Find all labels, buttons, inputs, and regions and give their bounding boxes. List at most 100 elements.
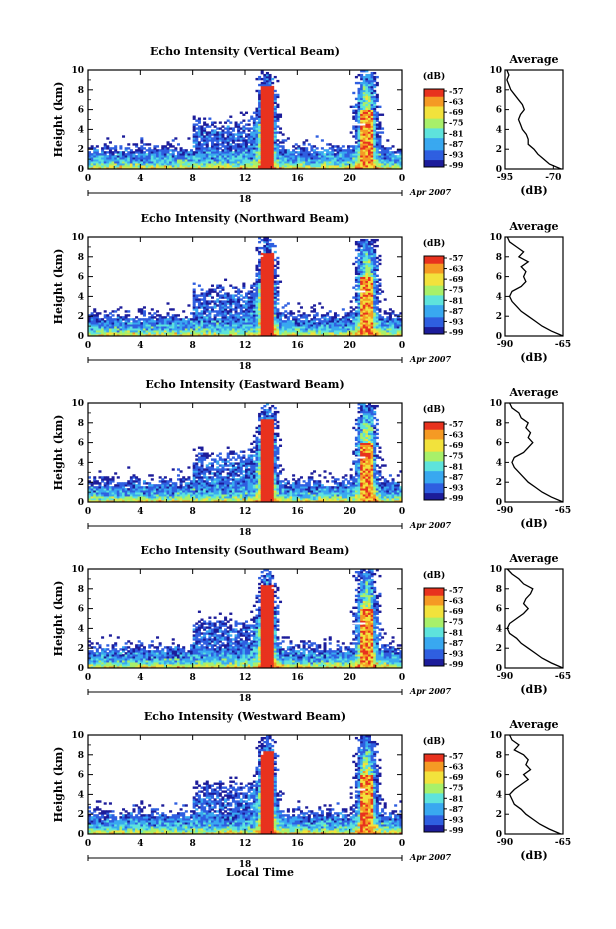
heatmap-cell (370, 71, 374, 75)
heatmap-cell (231, 153, 235, 156)
heatmap-cell (163, 157, 167, 160)
heatmap-cell (341, 334, 345, 337)
heatmap-cell (265, 107, 269, 110)
heatmap-cell (281, 314, 285, 317)
heatmap-cell (365, 81, 369, 85)
heatmap-cell (203, 159, 207, 162)
heatmap-cell (237, 157, 241, 160)
heatmap-cell (310, 320, 314, 323)
heatmap-cell (250, 304, 254, 307)
heatmap-cell (378, 262, 382, 266)
heatmap-cell (142, 322, 146, 325)
heatmap-cell (292, 328, 296, 331)
heatmap-cell (145, 149, 149, 152)
heatmap-cell (375, 332, 379, 335)
heatmap-cell (354, 135, 358, 138)
heatmap-cell (255, 302, 259, 305)
heatmap-cell (108, 496, 112, 499)
heatmap-cell (182, 326, 186, 329)
heatmap-cell (187, 500, 191, 503)
heatmap-cell (365, 322, 369, 325)
heatmap-cell (258, 99, 262, 103)
heatmap-cell (234, 153, 238, 156)
heatmap-cell (260, 97, 264, 101)
heatmap-cell (273, 328, 277, 331)
heatmap-cell (360, 260, 364, 264)
heatmap-cell (106, 147, 110, 150)
heatmap-cell (362, 254, 366, 258)
heatmap-cell (234, 155, 238, 158)
heatmap-cell (132, 476, 136, 479)
heatmap-cell (127, 326, 131, 329)
heatmap-cell (357, 310, 361, 313)
heatmap-cell (365, 238, 369, 242)
heatmap-cell (258, 314, 262, 317)
heatmap-cell (370, 288, 374, 291)
heatmap-cell (320, 139, 324, 142)
heatmap-cell (103, 314, 107, 317)
heatmap-cell (268, 121, 272, 124)
heatmap-cell (313, 328, 317, 331)
heatmap-cell (360, 141, 364, 144)
heatmap-cell (362, 270, 366, 274)
heatmap-cell (187, 163, 191, 166)
heatmap-cell (265, 97, 269, 101)
heatmap-cell (357, 149, 361, 152)
heatmap-cell (341, 151, 345, 154)
heatmap-cell (268, 149, 272, 152)
heatmap-cell (373, 318, 377, 321)
heatmap-cell (203, 310, 207, 313)
heatmap-cell (373, 334, 377, 337)
heatmap-cell (239, 111, 243, 114)
heatmap-cell (302, 332, 306, 335)
heatmap-cell (279, 328, 283, 331)
heatmap-cell (137, 480, 141, 483)
heatmap-cell (184, 492, 188, 495)
heatmap-cell (247, 119, 251, 122)
heatmap-cell (383, 149, 387, 152)
heatmap-cell (357, 262, 361, 266)
heatmap-cell (93, 157, 97, 160)
heatmap-cell (242, 296, 246, 299)
x-tick-label: 8 (190, 341, 196, 351)
heatmap-cell (190, 157, 194, 160)
heatmap-cell (205, 292, 209, 295)
heatmap-cell (289, 165, 293, 168)
heatmap-cell (142, 332, 146, 335)
heatmap-cell (333, 157, 337, 160)
heatmap-cell (381, 161, 385, 164)
heatmap-cell (281, 141, 285, 144)
heatmap-cell (271, 268, 275, 272)
heatmap-cell (336, 155, 340, 158)
heatmap-cell (221, 131, 225, 134)
heatmap-cell (252, 296, 256, 299)
heatmap-cell (88, 326, 92, 329)
heatmap-cell (302, 153, 306, 156)
heatmap-cell (179, 470, 183, 473)
heatmap-cell (229, 284, 233, 287)
heatmap-cell (367, 240, 371, 244)
heatmap-cell (388, 320, 392, 323)
heatmap-cell (156, 151, 160, 154)
heatmap-cell (360, 161, 364, 164)
heatmap-cell (108, 324, 112, 327)
colorbar-tick-label: -75 (449, 285, 463, 295)
heatmap-cell (187, 161, 191, 164)
heatmap-cell (192, 306, 196, 309)
heatmap-cell (216, 155, 220, 158)
heatmap-cell (276, 318, 280, 321)
heatmap-cell (362, 143, 366, 146)
heatmap-cell (142, 494, 146, 497)
heatmap-cell (265, 316, 269, 319)
heatmap-cell (245, 332, 249, 335)
heatmap-cell (150, 308, 154, 311)
heatmap-cell (365, 125, 369, 128)
heatmap-cell (247, 314, 251, 317)
heatmap-cell (197, 155, 201, 158)
heatmap-cell (360, 159, 364, 162)
heatmap-cell (197, 294, 201, 297)
heatmap-cell (132, 500, 136, 503)
heatmap-cell (145, 163, 149, 166)
heatmap-cell (171, 488, 175, 491)
heatmap-cell (137, 163, 141, 166)
